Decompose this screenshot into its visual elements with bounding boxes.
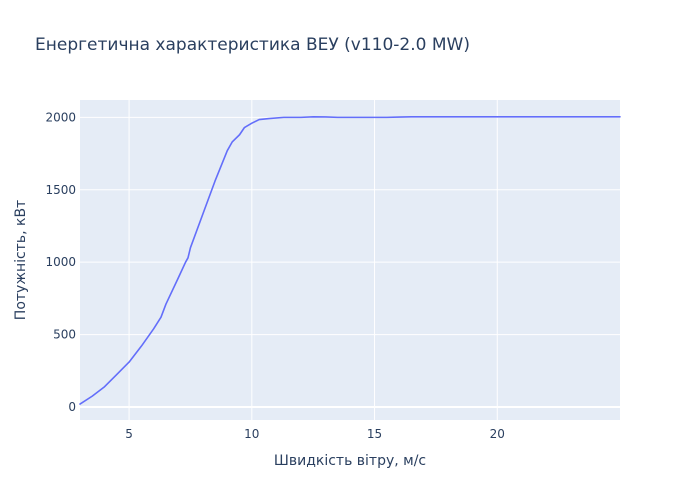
y-tick-labels: 0 500 1000 1500 2000 bbox=[45, 110, 76, 414]
y-tick-label: 1000 bbox=[45, 255, 76, 269]
plot-area bbox=[80, 100, 620, 420]
x-gridlines bbox=[128, 100, 498, 420]
series-layer bbox=[79, 116, 621, 405]
x-tick-label: 5 bbox=[125, 427, 133, 441]
y-tick-label: 500 bbox=[53, 328, 76, 342]
y-axis-title: Потужність, кВт bbox=[13, 200, 29, 320]
series-line-0 bbox=[79, 116, 621, 405]
x-tick-labels: 5 10 15 20 bbox=[125, 427, 505, 441]
x-axis-title: Швидкість вітру, м/с bbox=[274, 453, 426, 469]
x-tick-label: 10 bbox=[244, 427, 259, 441]
chart-title: Енергетична характеристика ВЕУ (v110-2.0… bbox=[35, 35, 470, 55]
y-tick-label: 0 bbox=[68, 400, 76, 414]
x-tick-label: 15 bbox=[367, 427, 382, 441]
x-tick-label: 20 bbox=[490, 427, 505, 441]
y-tick-label: 2000 bbox=[45, 110, 76, 124]
y-tick-label: 1500 bbox=[45, 183, 76, 197]
